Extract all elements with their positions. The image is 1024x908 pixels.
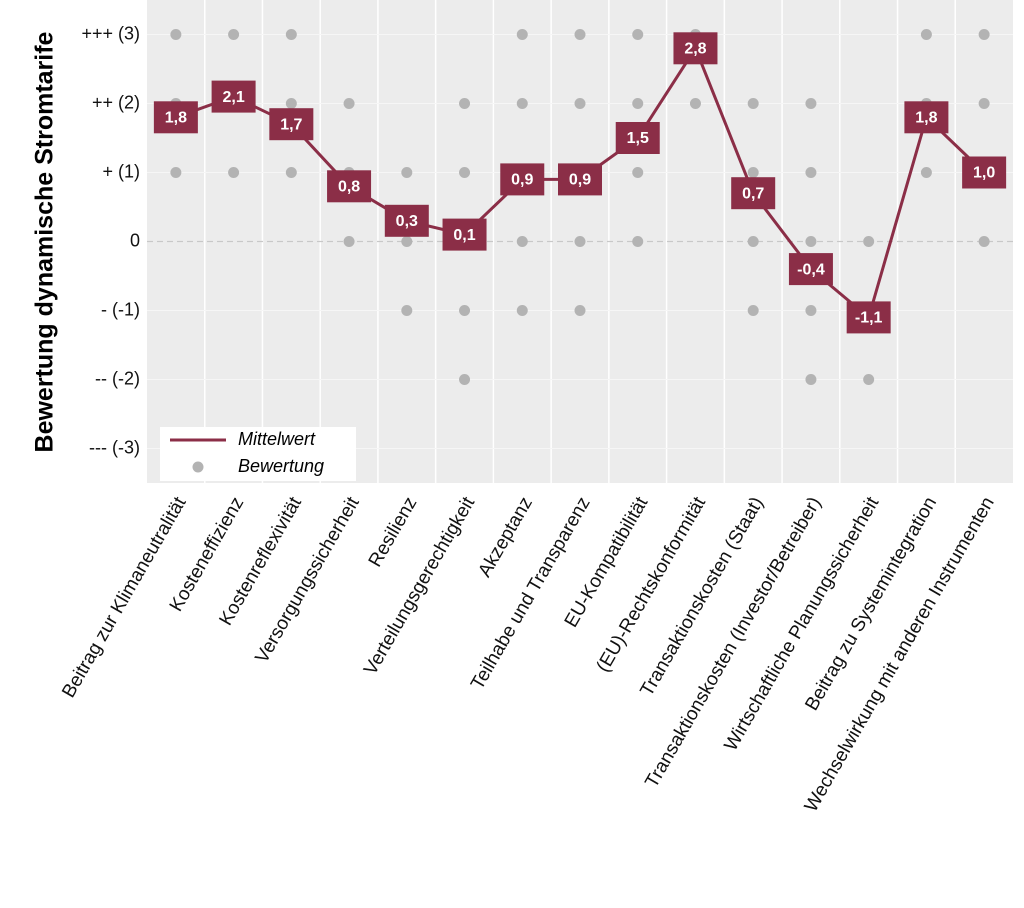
value-label: 0,9: [511, 172, 533, 189]
value-label: 0,8: [338, 179, 360, 196]
value-label-box: [904, 101, 949, 134]
x-tick-label: Resilienz: [365, 494, 422, 571]
rating-dot: [805, 236, 817, 247]
value-label-box: [846, 301, 891, 334]
rating-dot: [920, 29, 932, 40]
y-tick-label: 0: [130, 230, 140, 250]
rating-dot: [516, 305, 528, 316]
value-label: -1,1: [855, 310, 883, 327]
rating-dot: [747, 167, 759, 178]
rating-dot: [574, 29, 586, 40]
rating-dot: [805, 305, 817, 316]
value-label-box: [269, 108, 314, 141]
y-tick-label: - (-1): [101, 299, 140, 319]
y-tick-label: +++ (3): [81, 23, 140, 43]
rating-dot: [401, 167, 413, 178]
rating-dot: [285, 98, 297, 109]
y-tick-label: + (1): [102, 161, 140, 181]
value-label: 1,8: [165, 110, 187, 127]
rating-dot: [459, 305, 471, 316]
rating-dot: [459, 167, 471, 178]
rating-dot: [747, 98, 759, 109]
rating-dot: [920, 167, 932, 178]
rating-dot: [747, 236, 759, 247]
y-tick-label: ++ (2): [92, 92, 140, 112]
rating-dot: [459, 98, 471, 109]
y-axis-label: Bewertung dynamische Stromtarife: [31, 31, 59, 452]
rating-dot: [632, 236, 644, 247]
rating-dot: [632, 167, 644, 178]
legend-dot: [192, 461, 204, 473]
value-label-box: [442, 218, 487, 251]
rating-dot: [516, 98, 528, 109]
rating-dot: [632, 29, 644, 40]
rating-dot: [170, 29, 182, 40]
value-label-box: [962, 156, 1007, 189]
rating-dot: [170, 167, 182, 178]
rating-dot: [632, 98, 644, 109]
rating-dot: [747, 305, 759, 316]
x-tick-label: Verteilungsgerechtigkeit: [360, 493, 479, 679]
value-label: 1,0: [973, 165, 995, 182]
rating-dot: [516, 236, 528, 247]
rating-dot: [401, 236, 413, 247]
rating-dot: [805, 98, 817, 109]
rating-dot: [805, 374, 817, 385]
rating-dot: [805, 167, 817, 178]
rating-dot: [978, 29, 990, 40]
value-label: 0,7: [742, 185, 764, 202]
rating-dot: [343, 98, 355, 109]
value-label: 2,8: [684, 41, 706, 58]
legend-label: Bewertung: [238, 456, 324, 476]
y-tick-label: -- (-2): [95, 368, 140, 388]
value-label-box: [673, 32, 718, 65]
value-label: 1,5: [627, 130, 649, 147]
rating-dot: [285, 167, 297, 178]
rating-dot: [978, 236, 990, 247]
rating-dot: [689, 98, 701, 109]
rating-dot: [863, 236, 875, 247]
value-label-box: [211, 80, 256, 113]
value-label-box: [558, 163, 602, 196]
rating-dot: [459, 374, 471, 385]
rating-dot: [228, 29, 240, 40]
rating-dot: [574, 305, 586, 316]
value-label: 1,7: [280, 116, 302, 133]
legend-label: Mittelwert: [238, 429, 316, 449]
rating-dot: [574, 98, 586, 109]
value-label: 0,3: [396, 213, 418, 230]
value-label: -0,4: [797, 261, 825, 278]
value-label: 1,8: [915, 110, 937, 127]
legend-box: [160, 427, 356, 481]
rating-dot: [978, 98, 990, 109]
x-tick-label: Akzeptanz: [474, 494, 537, 581]
value-label-box: [731, 177, 776, 210]
rating-dot: [516, 29, 528, 40]
rating-dot: [863, 374, 875, 385]
value-label-box: [153, 101, 198, 134]
rating-dot: [228, 167, 240, 178]
value-label: 0,1: [453, 227, 475, 244]
value-label-box: [327, 170, 372, 203]
value-label-box: [788, 253, 833, 286]
rating-dot: [574, 236, 586, 247]
rating-dot: [285, 29, 297, 40]
rating-dot: [343, 236, 355, 247]
x-tick-label: (EU)-Rechtskonformität: [593, 493, 711, 676]
x-tick-label: Versorgungssicherheit: [252, 493, 365, 667]
y-tick-label: --- (-3): [89, 437, 140, 457]
value-label-box: [500, 163, 545, 196]
value-label: 0,9: [569, 172, 591, 189]
value-label-box: [615, 122, 660, 154]
rating-dot: [401, 305, 413, 316]
value-label-box: [384, 204, 429, 237]
value-label: 2,1: [222, 89, 244, 106]
